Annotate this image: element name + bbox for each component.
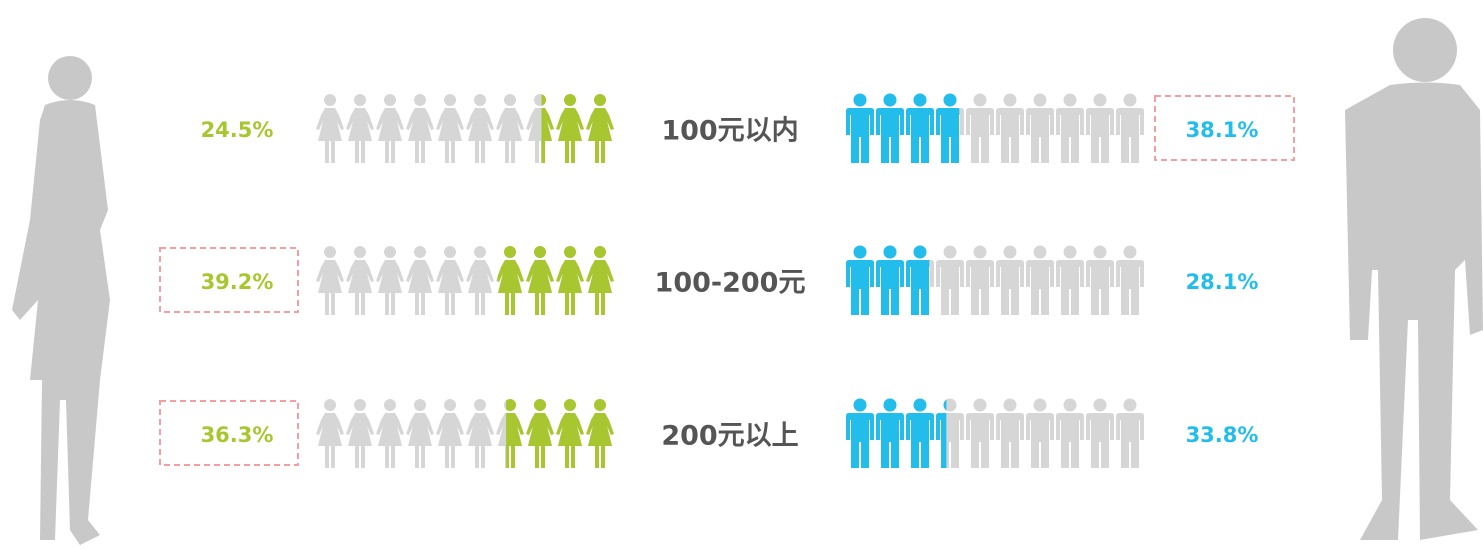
person-icon [436,399,464,468]
person-icon [436,94,464,163]
chart: 100元以内 24.5% 38.1% 100-200元 39.2% 28.1% 200元以上… [0,0,1483,549]
category-label: 100元以内 [661,116,798,147]
person-icon [876,246,904,316]
person-icon [436,246,464,315]
person-icon [556,246,584,315]
person-icon [376,94,404,163]
person-icon [1056,399,1084,469]
person-icon [996,94,1024,164]
value-label: 33.8% [1186,423,1259,447]
value-label: 36.3% [201,423,274,447]
person-icon [1026,246,1054,316]
person-icon [556,94,584,163]
person-icon [876,399,904,469]
person-icon [906,399,934,469]
person-icon [1116,399,1144,469]
value-label: 28.1% [1186,270,1259,294]
woman-silhouette [12,56,110,545]
person-icon [996,399,1024,469]
category-label: 200元以上 [661,421,798,452]
person-icon [906,246,934,316]
person-icon [406,94,434,163]
person-icon [1056,94,1084,164]
person-icon [846,94,874,164]
person-icon [556,399,584,468]
person-icon [906,94,934,164]
person-icon [996,246,1024,316]
person-icon [1116,94,1144,164]
person-icon [936,246,964,316]
person-icon [466,94,494,163]
person-icon [376,246,404,315]
person-icon [966,94,994,164]
person-icon [346,94,374,163]
person-icon [1086,94,1114,164]
person-icon [1086,246,1114,316]
person-icon [1026,399,1054,469]
person-icon [376,399,404,468]
person-icon [936,94,964,164]
person-icon [1116,246,1144,316]
person-icon [346,246,374,315]
person-icon [316,246,344,315]
person-icon [966,246,994,316]
person-icon [966,399,994,469]
person-icon [406,399,434,468]
person-icon [316,399,344,468]
value-label: 38.1% [1186,118,1259,142]
person-icon [586,94,614,163]
value-label: 39.2% [201,270,274,294]
person-icon [846,399,874,469]
person-icon [466,399,494,468]
category-label: 100-200元 [655,268,806,299]
person-icon [496,399,524,468]
man-silhouette [1345,18,1483,540]
person-icon [496,94,524,163]
person-icon [316,94,344,163]
person-icon [496,246,524,315]
person-icon [526,94,554,163]
person-icon [936,399,964,469]
person-icon [586,246,614,315]
person-icon [346,399,374,468]
person-icon [1056,246,1084,316]
person-icon [876,94,904,164]
person-icon [1026,94,1054,164]
person-icon [1086,399,1114,469]
person-icon [526,246,554,315]
person-icon [526,399,554,468]
person-icon [406,246,434,315]
value-label: 24.5% [201,118,274,142]
person-icon [846,246,874,316]
person-icon [586,399,614,468]
person-icon [466,246,494,315]
